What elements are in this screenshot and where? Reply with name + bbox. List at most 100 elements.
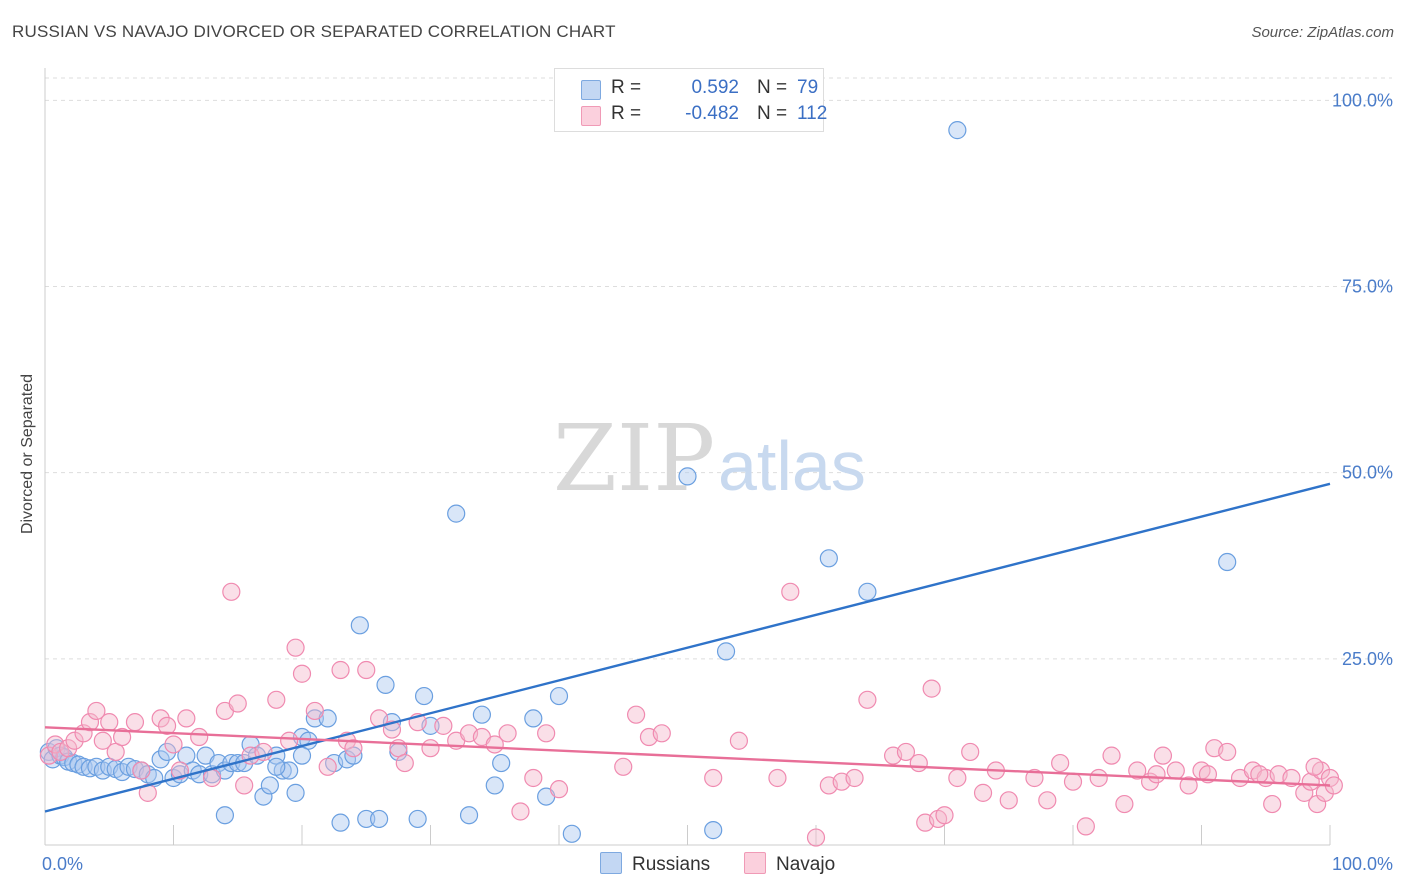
data-point [819,549,838,568]
data-point [59,739,78,758]
data-point [202,768,222,788]
data-point [1147,765,1166,784]
bottom-legend-navajo: Navajo [744,852,835,876]
y-tick-label: 100.0% [1332,90,1393,110]
data-point [222,582,241,601]
data-point [414,686,434,706]
data-point [922,679,941,698]
data-point [151,709,170,728]
legend-r-value: 0.592 [691,77,739,98]
data-point [286,638,305,657]
data-point [1051,753,1070,773]
data-point [485,776,504,795]
bottom-legend-swatch-navajo [744,852,766,874]
data-point [511,802,530,821]
tick-labels: 25.0% 50.0% 75.0% 100.0% 0.0% 100.0% [42,90,1393,874]
axes [44,68,1331,846]
data-point [177,709,196,728]
data-point [935,806,954,825]
data-point [305,709,324,728]
legend-n-label: N = [757,103,788,124]
legend-r-value: -0.482 [685,103,739,124]
data-point [1218,552,1237,572]
data-point [781,582,800,601]
watermark-zip: ZIP [553,405,715,512]
data-point [716,642,736,661]
legend-swatch-navajo [581,106,601,126]
data-point [132,761,151,780]
data-point [845,768,864,788]
data-point [292,746,312,765]
data-point [80,713,100,732]
data-point [318,757,337,776]
data-point [357,809,376,829]
x-tick-label: 100.0% [1332,854,1393,874]
data-point [376,675,395,694]
data-point [999,791,1018,810]
data-point [961,742,980,762]
data-point [1102,746,1121,765]
legend-n-label: N = [757,77,788,98]
data-point [948,768,967,788]
data-point [1305,757,1324,776]
data-point [331,660,350,680]
data-point [768,768,787,788]
data-point [408,809,427,829]
data-point [151,750,170,769]
data-point [344,739,363,758]
data-point [1089,768,1108,788]
data-point [1282,768,1301,788]
data-point [447,504,466,523]
data-point [260,776,279,795]
trend-line [44,726,1331,787]
data-point [1063,772,1083,791]
data-point [704,768,723,788]
data-point [524,768,543,788]
data-point [614,757,633,776]
legend-r-label: R = [611,77,642,98]
trend-lines [44,482,1331,813]
legend-n-value: 79 [797,77,819,98]
bottom-legend-label-russians: Russians [632,854,711,875]
data-point [235,776,254,795]
data-point [858,582,877,601]
bottom-legend-russians: Russians [600,852,710,876]
data-point [1218,742,1237,762]
data-point [909,753,928,773]
x-tick-label: 0.0% [42,854,83,874]
data-point [370,809,389,829]
data-point [395,753,414,773]
watermark: ZIP atlas [553,405,866,512]
watermark-atlas: atlas [718,427,866,505]
data-point [704,821,723,840]
data-point [524,709,543,728]
bottom-legend-swatch-russians [600,852,622,874]
data-point [421,739,440,758]
data-point [350,616,369,635]
data-point [1198,765,1218,784]
data-point [652,724,671,743]
data-point [1128,761,1147,780]
data-point [806,828,826,847]
data-point [267,757,286,776]
data-point [858,690,877,709]
data-point [254,787,273,806]
data-point [1301,772,1320,791]
data-point [74,757,93,776]
data-point [492,753,511,773]
data-point [948,121,967,140]
legend-r-label: R = [611,103,642,124]
data-point [459,806,479,825]
data-point [1263,794,1282,814]
data-point [472,705,491,724]
data-point [215,806,234,825]
data-point [1166,761,1185,780]
chart-title: RUSSIAN VS NAVAJO DIVORCED OR SEPARATED … [12,22,616,41]
data-point [93,731,112,750]
data-point [157,716,177,735]
data-point [1025,768,1044,788]
data-point [292,664,312,683]
data-point [39,746,58,765]
data-point [267,690,286,709]
